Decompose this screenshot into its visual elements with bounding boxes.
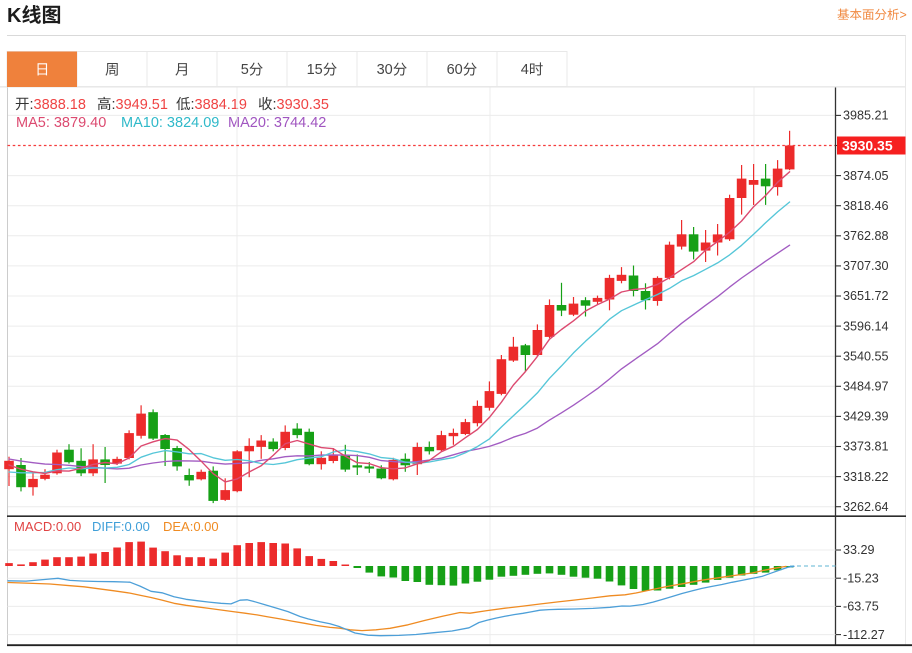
svg-text:>: > bbox=[900, 8, 907, 22]
svg-text:4: 4 bbox=[521, 62, 529, 78]
svg-text:3985.21: 3985.21 bbox=[843, 109, 889, 123]
svg-text:3540.55: 3540.55 bbox=[843, 349, 889, 363]
svg-text:-63.75: -63.75 bbox=[843, 600, 879, 614]
svg-text::: : bbox=[112, 97, 116, 113]
svg-text:3818.46: 3818.46 bbox=[843, 199, 889, 213]
svg-text:MA20: 3744.42: MA20: 3744.42 bbox=[228, 115, 326, 131]
svg-text:3884.19: 3884.19 bbox=[195, 97, 247, 113]
svg-text:3484.97: 3484.97 bbox=[843, 380, 889, 394]
svg-text:33.29: 33.29 bbox=[843, 543, 875, 557]
svg-text:3596.14: 3596.14 bbox=[843, 319, 889, 333]
svg-text:K: K bbox=[7, 5, 22, 27]
svg-text:3651.72: 3651.72 bbox=[843, 289, 889, 303]
svg-text:MACD:0.00: MACD:0.00 bbox=[14, 519, 81, 534]
svg-text::: : bbox=[191, 97, 195, 113]
svg-text:60: 60 bbox=[447, 62, 463, 78]
svg-text:5: 5 bbox=[241, 62, 249, 78]
svg-text:-15.23: -15.23 bbox=[843, 571, 879, 585]
svg-text:3930.35: 3930.35 bbox=[277, 97, 329, 113]
svg-text::: : bbox=[30, 97, 34, 113]
svg-text:3762.88: 3762.88 bbox=[843, 229, 889, 243]
svg-text:3318.22: 3318.22 bbox=[843, 470, 889, 484]
svg-text:3707.30: 3707.30 bbox=[843, 259, 889, 273]
svg-text:MA10: 3824.09: MA10: 3824.09 bbox=[121, 115, 219, 131]
svg-text:3373.81: 3373.81 bbox=[843, 440, 889, 454]
svg-text:15: 15 bbox=[307, 62, 323, 78]
svg-text:3874.05: 3874.05 bbox=[843, 169, 889, 183]
svg-text:DEA:0.00: DEA:0.00 bbox=[163, 519, 219, 534]
svg-text:DIFF:0.00: DIFF:0.00 bbox=[92, 519, 150, 534]
svg-text:3949.51: 3949.51 bbox=[116, 97, 168, 113]
svg-text:3930.35: 3930.35 bbox=[842, 137, 893, 153]
svg-text:3429.39: 3429.39 bbox=[843, 410, 889, 424]
svg-text:3888.18: 3888.18 bbox=[34, 97, 86, 113]
svg-text:3262.64: 3262.64 bbox=[843, 500, 889, 514]
svg-text:30: 30 bbox=[377, 62, 393, 78]
svg-text:-112.27: -112.27 bbox=[843, 628, 885, 642]
svg-text:MA5: 3879.40: MA5: 3879.40 bbox=[16, 115, 106, 131]
svg-text::: : bbox=[273, 97, 277, 113]
